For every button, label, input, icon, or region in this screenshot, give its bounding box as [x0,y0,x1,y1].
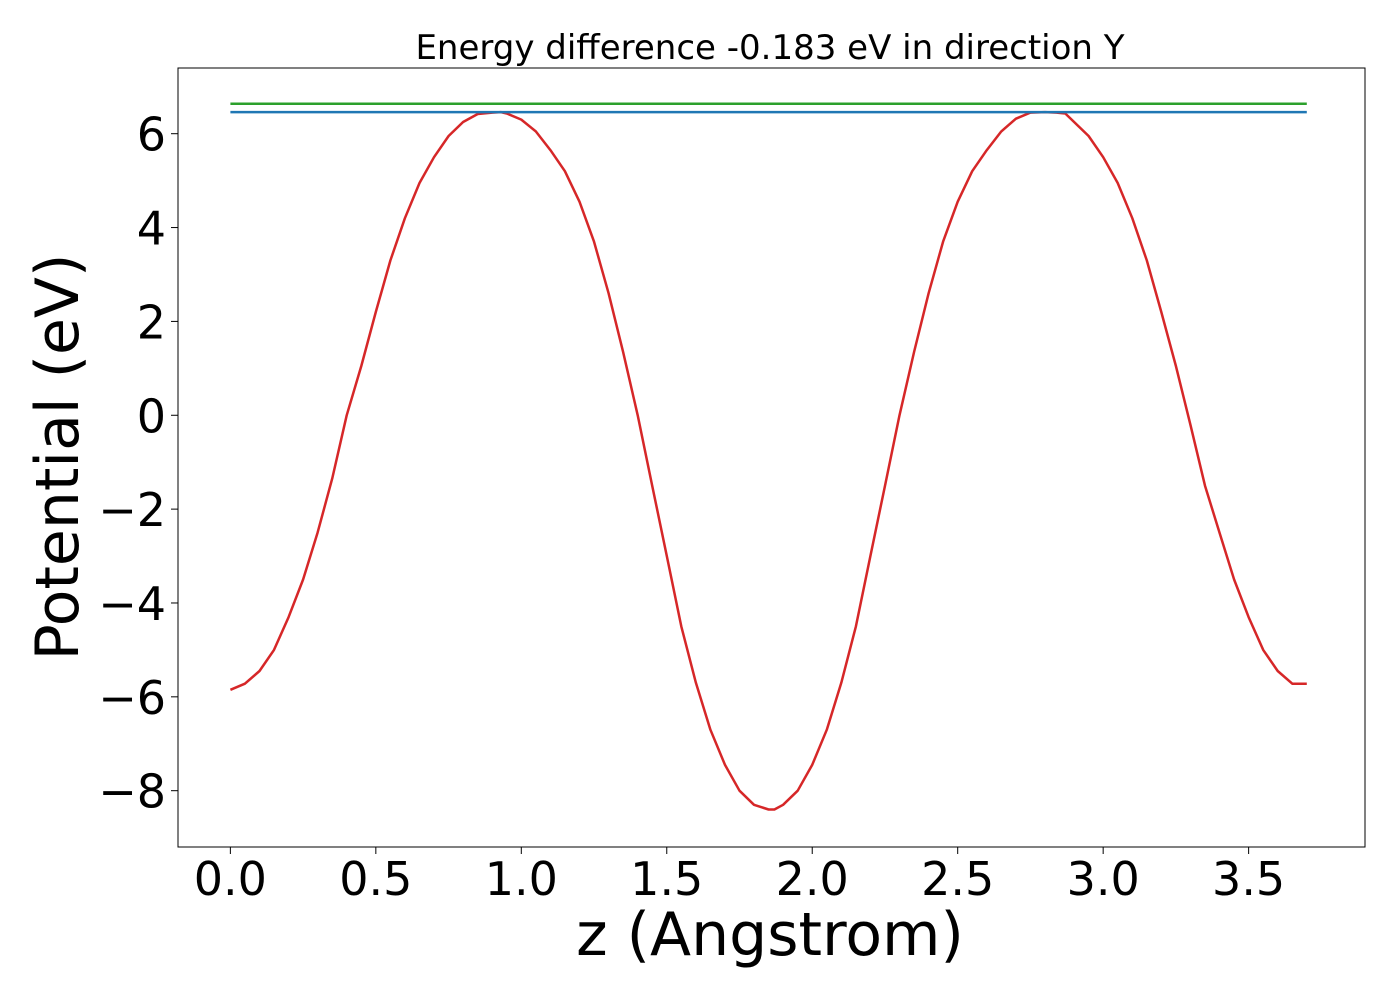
x-axis-label: z (Angstrom) [576,900,964,970]
plot-frame [177,67,1366,848]
series-layer [229,102,1307,811]
y-tick-label: 0 [137,389,166,443]
x-tick-label: 3.5 [1212,852,1285,906]
y-tick-label: −6 [98,671,166,725]
x-tick-label: 1.0 [485,852,558,906]
x-tick-label: 0.0 [194,852,267,906]
y-tick-label: 6 [137,108,166,162]
y-tick-label: −2 [98,483,166,537]
x-tick-label: 3.0 [1067,852,1140,906]
x-tick-label: 0.5 [339,852,412,906]
x-tick-label: 2.5 [921,852,994,906]
y-axis-label: Potential (eV) [23,254,93,661]
chart-title: Energy difference -0.183 eV in direction… [415,28,1124,68]
series-line-0 [229,110,1307,811]
x-tick-label: 1.5 [630,852,703,906]
x-tick-label: 2.0 [776,852,849,906]
y-tick-label: −8 [98,765,166,819]
y-tick-label: 4 [137,202,166,256]
y-tick-label: −4 [98,577,166,631]
ticks-layer: 0.0 0.5 1.0 1.5 2.0 2.5 3.0 3.5 −8 −6 −4 −2 0 2 4 6 [98,108,1285,906]
y-tick-label: 2 [137,295,166,349]
